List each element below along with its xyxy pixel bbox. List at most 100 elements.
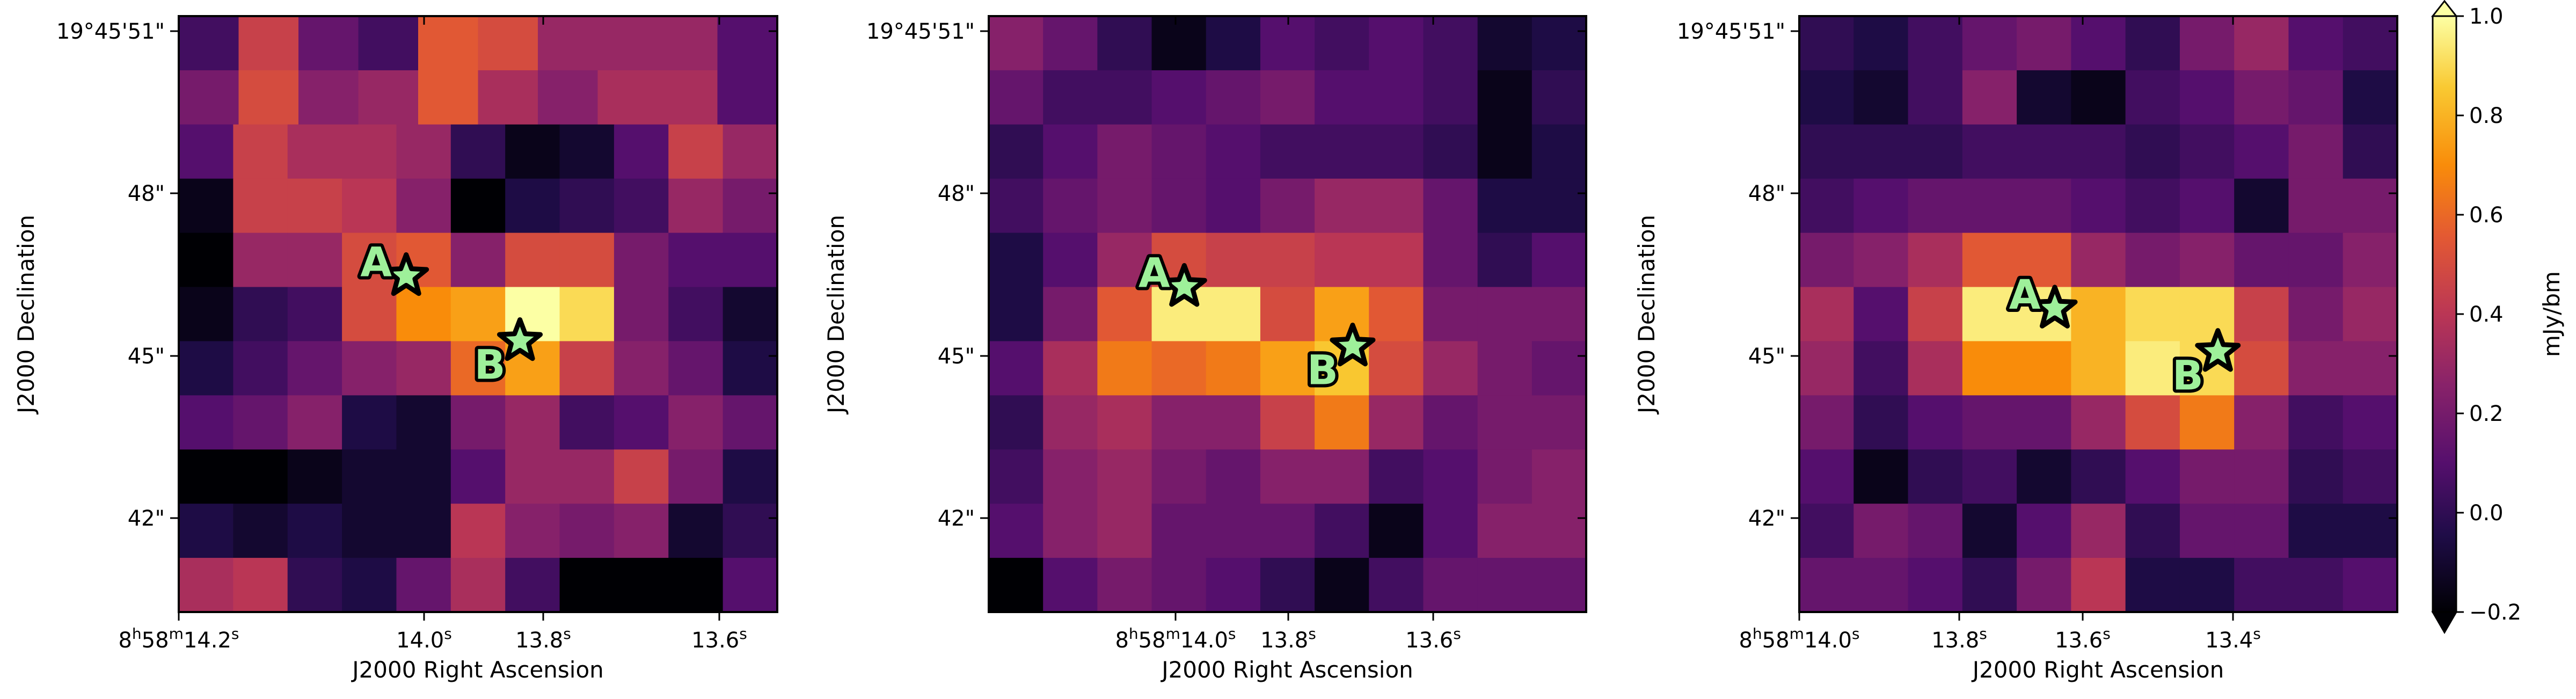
heatmap-cell	[2234, 287, 2289, 342]
heatmap-cell	[1043, 70, 1098, 125]
y-tick-label: 48"	[938, 181, 975, 206]
heatmap-cell	[2017, 558, 2071, 613]
heatmap-cell	[2288, 178, 2344, 234]
heatmap-cell	[2125, 341, 2180, 396]
heatmap-cell	[179, 395, 233, 450]
heatmap-cell	[1260, 232, 1315, 288]
heatmap-cell	[2071, 395, 2126, 450]
heatmap-cell	[1477, 232, 1533, 288]
heatmap-cell	[1369, 395, 1424, 450]
heatmap-cell	[2071, 341, 2126, 396]
heatmap-cell	[1962, 16, 2017, 71]
heatmap-cell	[2343, 287, 2398, 342]
heatmap-cell	[1097, 395, 1152, 450]
heatmap-cell	[989, 504, 1043, 558]
heatmap-cell	[2017, 124, 2071, 179]
x-tick-label: 13.6s	[2055, 625, 2111, 653]
heatmap-cell	[1908, 124, 1963, 179]
heatmap-cell	[1043, 287, 1098, 342]
heatmap-cell	[2234, 178, 2289, 234]
heatmap-cell	[1151, 70, 1207, 125]
heatmap-cell	[2234, 558, 2289, 613]
heatmap-cell	[1206, 287, 1261, 342]
heatmap-cell	[2343, 178, 2398, 234]
heatmap-cell	[668, 341, 724, 396]
heatmap-cell	[233, 341, 288, 396]
source-star-marker	[1161, 263, 1207, 307]
heatmap-cell	[1908, 70, 1963, 125]
heatmap-cell	[342, 341, 397, 396]
heatmap-cell	[2343, 16, 2398, 71]
y-axis-title: J2000 Declination	[1633, 215, 1660, 415]
heatmap-cell	[668, 449, 724, 504]
heatmap-cell	[1260, 504, 1315, 558]
colorbar-tick-label: 0.8	[2469, 104, 2504, 128]
heatmap-cell	[1043, 558, 1098, 613]
heatmap-cell	[1151, 449, 1207, 504]
heatmap-cell	[717, 70, 778, 125]
heatmap-cell	[396, 558, 451, 613]
heatmap-cell	[1853, 178, 1909, 234]
heatmap-cell	[1151, 395, 1207, 450]
heatmap-cell	[1423, 124, 1478, 179]
heatmap-cell	[287, 504, 342, 558]
heatmap-cell	[2017, 341, 2071, 396]
heatmap-cell	[287, 558, 342, 613]
heatmap-cell	[1097, 449, 1152, 504]
y-tick-label: 45"	[1748, 344, 1785, 369]
source-label-b: B	[2172, 352, 2203, 399]
heatmap-cell	[287, 232, 342, 288]
heatmap-cell	[396, 178, 451, 234]
heatmap-panel-1: 8h58m14.2s 14.0s 13.8s 13.6s 19°45'51" 48" 45"…	[13, 15, 778, 683]
heatmap-cell	[614, 287, 669, 342]
y-tick-label: 48"	[1748, 181, 1785, 206]
heatmap-cell	[1477, 70, 1533, 125]
heatmap-cell	[1908, 232, 1963, 288]
x-tick-label: 13.6s	[1405, 625, 1461, 653]
heatmap-cell	[2017, 395, 2071, 450]
heatmap-cell	[1799, 341, 1854, 396]
heatmap-cell	[1477, 341, 1533, 396]
heatmap-cell	[2179, 395, 2235, 450]
x-tick-label: 13.4s	[2205, 625, 2261, 653]
heatmap-cell	[559, 232, 615, 288]
heatmap-cell	[1853, 16, 1909, 71]
heatmap-cell	[1097, 341, 1152, 396]
heatmap-cell	[1908, 558, 1963, 613]
colorbar-tick-label: 0.6	[2469, 203, 2504, 228]
heatmap-cell	[1908, 16, 1963, 71]
plot-frame	[178, 15, 778, 613]
heatmap-cell	[2234, 70, 2289, 125]
heatmap-cell	[1799, 449, 1854, 504]
source-star-marker	[2195, 328, 2241, 372]
heatmap-cell	[597, 16, 658, 71]
heatmap-cell	[1260, 16, 1315, 71]
heatmap-cell	[1908, 395, 1963, 450]
heatmap-cell	[1097, 16, 1152, 71]
heatmap-cell	[179, 70, 239, 125]
heatmap-cell	[1315, 70, 1369, 125]
heatmap-cell	[1369, 16, 1424, 71]
plot-frame	[1798, 15, 2398, 613]
heatmap-cell	[559, 449, 615, 504]
source-label-b: B	[1307, 346, 1338, 394]
heatmap-cell	[668, 504, 724, 558]
heatmap-cell	[668, 124, 724, 179]
x-tick-label: 8h58m14.0s	[1739, 625, 1859, 653]
heatmap-cell	[1853, 395, 1909, 450]
heatmap-cell	[233, 178, 288, 234]
heatmap-cell	[1962, 558, 2017, 613]
heatmap-cell	[1962, 504, 2017, 558]
heatmap-cell	[2017, 449, 2071, 504]
heatmap-cell	[1799, 178, 1854, 234]
heatmap-cell	[658, 16, 718, 71]
heatmap-cell	[2288, 232, 2344, 288]
heatmap-cell	[1531, 449, 1587, 504]
heatmap-cell	[1477, 124, 1533, 179]
heatmap-cell	[2017, 232, 2071, 288]
heatmap-cell	[396, 395, 451, 450]
heatmap-cell	[1206, 232, 1261, 288]
x-tick-label: 8h58m14.2s	[118, 625, 239, 653]
heatmap-cell	[668, 232, 724, 288]
heatmap-cell	[2234, 395, 2289, 450]
